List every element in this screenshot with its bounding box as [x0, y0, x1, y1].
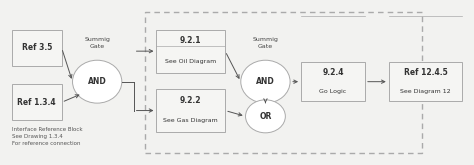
Text: Ref 3.5: Ref 3.5 [21, 43, 52, 52]
Text: 9.2.1: 9.2.1 [180, 36, 201, 45]
Text: Go Logic: Go Logic [319, 89, 346, 94]
FancyBboxPatch shape [12, 30, 62, 66]
Text: OR: OR [259, 112, 272, 121]
Text: 9.2.4: 9.2.4 [322, 68, 344, 77]
FancyBboxPatch shape [12, 84, 62, 120]
FancyBboxPatch shape [156, 30, 225, 73]
Text: Ref 1.3.4: Ref 1.3.4 [18, 98, 56, 107]
Text: See Oil Diagram: See Oil Diagram [165, 59, 217, 64]
Ellipse shape [241, 60, 290, 103]
Text: AND: AND [256, 77, 275, 86]
FancyBboxPatch shape [301, 62, 365, 101]
Text: 9.2.2: 9.2.2 [180, 96, 201, 105]
FancyBboxPatch shape [156, 89, 225, 132]
Text: Summig
Gate: Summig Gate [253, 37, 278, 49]
Text: Ref 12.4.5: Ref 12.4.5 [403, 68, 447, 77]
Text: See Gas Diagram: See Gas Diagram [164, 118, 218, 123]
Ellipse shape [73, 60, 122, 103]
Text: AND: AND [88, 77, 107, 86]
Text: Interface Reference Block
See Drawing 1.3.4
For reference connection: Interface Reference Block See Drawing 1.… [12, 127, 82, 146]
Ellipse shape [246, 100, 285, 133]
Text: See Diagram 12: See Diagram 12 [400, 89, 451, 94]
FancyBboxPatch shape [389, 62, 462, 101]
Text: Summig
Gate: Summig Gate [84, 37, 110, 49]
